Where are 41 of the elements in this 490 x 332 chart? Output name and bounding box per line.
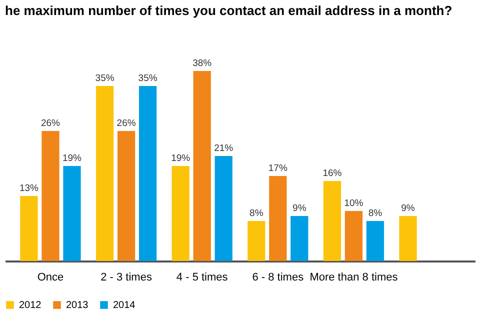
bar xyxy=(248,221,266,261)
legend-label: 2013 xyxy=(66,300,89,311)
x-tick-label: 4 - 5 times xyxy=(176,272,228,284)
x-tick-label: More than 8 times xyxy=(310,272,398,284)
data-label: 19% xyxy=(171,153,191,164)
bar xyxy=(193,71,211,261)
data-label: 26% xyxy=(116,118,136,129)
bar xyxy=(172,166,190,261)
bar xyxy=(290,216,308,261)
bar xyxy=(323,181,342,261)
data-label: 35% xyxy=(138,73,158,84)
bar xyxy=(366,221,384,261)
data-label: 10% xyxy=(344,198,364,209)
data-label: 8% xyxy=(368,208,383,219)
legend-label: 2012 xyxy=(19,300,42,311)
bar xyxy=(344,211,363,261)
bar xyxy=(63,166,81,261)
data-label: 9% xyxy=(292,203,307,214)
x-tick-label: 2 - 3 times xyxy=(100,272,152,284)
data-label: 26% xyxy=(40,118,61,129)
data-label: 35% xyxy=(95,73,115,84)
bar xyxy=(96,86,114,261)
legend-label: 2014 xyxy=(113,300,136,311)
data-label: 17% xyxy=(268,163,288,174)
bar xyxy=(399,216,417,261)
bar xyxy=(138,86,157,261)
bar xyxy=(117,131,136,261)
bar xyxy=(42,131,60,261)
data-label: 16% xyxy=(322,168,342,179)
data-label: 9% xyxy=(401,203,416,214)
x-tick-label: 6 - 8 times xyxy=(252,272,304,284)
data-label: 21% xyxy=(214,143,234,154)
bar xyxy=(269,176,287,261)
x-tick-label: Once xyxy=(37,272,64,284)
data-label: 13% xyxy=(19,183,40,194)
chart-title: he maximum number of times you contact an email address in a month? xyxy=(5,3,452,18)
bar xyxy=(20,196,38,261)
data-label: 38% xyxy=(192,58,212,69)
data-label: 8% xyxy=(250,208,264,219)
bar xyxy=(214,156,232,261)
data-label: 19% xyxy=(62,153,82,164)
